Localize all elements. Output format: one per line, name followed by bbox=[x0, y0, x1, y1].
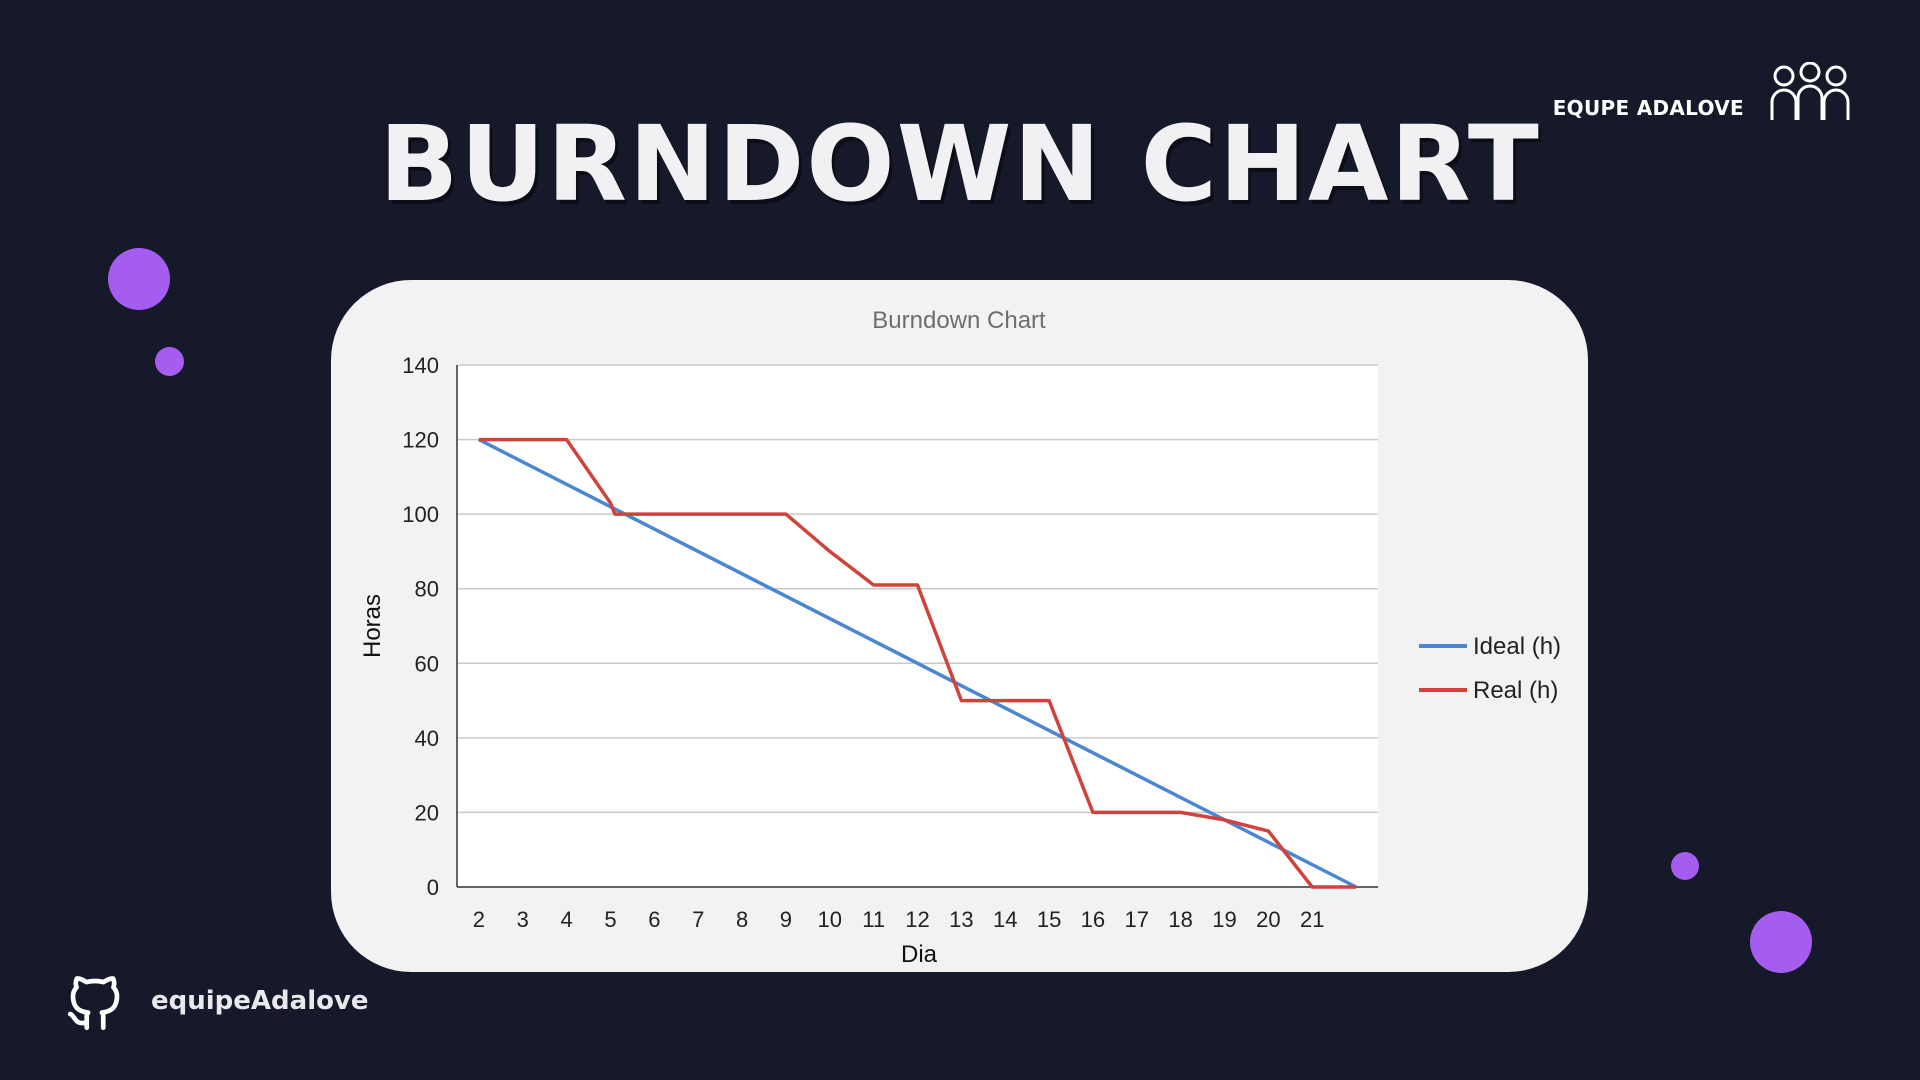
x-tick-label: 18 bbox=[1168, 907, 1192, 932]
y-tick-label: 60 bbox=[415, 651, 439, 676]
y-tick-label: 0 bbox=[427, 875, 439, 900]
x-tick-label: 16 bbox=[1081, 907, 1105, 932]
legend: Ideal (h) Real (h) bbox=[1419, 633, 1561, 704]
decorative-dot bbox=[108, 248, 170, 310]
decorative-dot bbox=[155, 347, 184, 376]
x-tick-label: 12 bbox=[905, 907, 929, 932]
team-label: EQUPE ADALOVE bbox=[1552, 96, 1744, 120]
x-tick-label: 11 bbox=[862, 907, 885, 932]
x-tick-label: 19 bbox=[1212, 907, 1236, 932]
chart-card: 0 20 40 60 80 100 120 140 2 3 4 5 6 7 8 9 10 11 12 13 14 15 1… bbox=[331, 280, 1588, 972]
y-tick-label: 100 bbox=[402, 502, 439, 527]
legend-label: Real (h) bbox=[1473, 677, 1558, 704]
y-tick-label: 140 bbox=[402, 353, 439, 378]
x-tick-label: 2 bbox=[473, 907, 485, 932]
github-octocat-icon bbox=[67, 976, 120, 1031]
x-tick-label: 8 bbox=[736, 907, 748, 932]
series-line-real bbox=[478, 437, 1357, 889]
x-tick-label: 10 bbox=[818, 907, 842, 932]
x-tick-label: 7 bbox=[692, 907, 704, 932]
x-tick-label: 6 bbox=[648, 907, 660, 932]
y-tick-label: 120 bbox=[402, 428, 439, 453]
github-handle: equipeAdalove bbox=[151, 986, 369, 1016]
x-tick-label: 14 bbox=[993, 907, 1017, 932]
x-tick-label: 13 bbox=[949, 907, 973, 932]
x-tick-label: 15 bbox=[1037, 907, 1061, 932]
plot-area bbox=[457, 365, 1378, 887]
page-title: BURNDOWN CHART bbox=[379, 103, 1541, 225]
decorative-dot bbox=[1671, 852, 1699, 880]
y-tick-label: 80 bbox=[415, 577, 439, 602]
y-axis-title: Horas bbox=[359, 594, 386, 658]
x-tick-label: 20 bbox=[1256, 907, 1280, 932]
y-tick-label: 20 bbox=[415, 800, 439, 825]
x-axis-title: Dia bbox=[901, 941, 938, 968]
x-tick-label: 5 bbox=[604, 907, 616, 932]
legend-label: Ideal (h) bbox=[1473, 633, 1561, 660]
y-tick-label: 40 bbox=[415, 726, 439, 751]
chart-title: Burndown Chart bbox=[872, 307, 1046, 334]
x-tick-label: 4 bbox=[561, 907, 573, 932]
decorative-dot bbox=[1750, 911, 1812, 973]
x-tick-label: 17 bbox=[1125, 907, 1149, 932]
burndown-chart: 0 20 40 60 80 100 120 140 2 3 4 5 6 7 8 9 10 11 12 13 14 15 1… bbox=[359, 307, 1561, 968]
x-tick-label: 3 bbox=[517, 907, 529, 932]
x-tick-label: 21 bbox=[1300, 907, 1324, 932]
x-tick-label: 9 bbox=[780, 907, 792, 932]
people-group-icon bbox=[1770, 62, 1850, 120]
